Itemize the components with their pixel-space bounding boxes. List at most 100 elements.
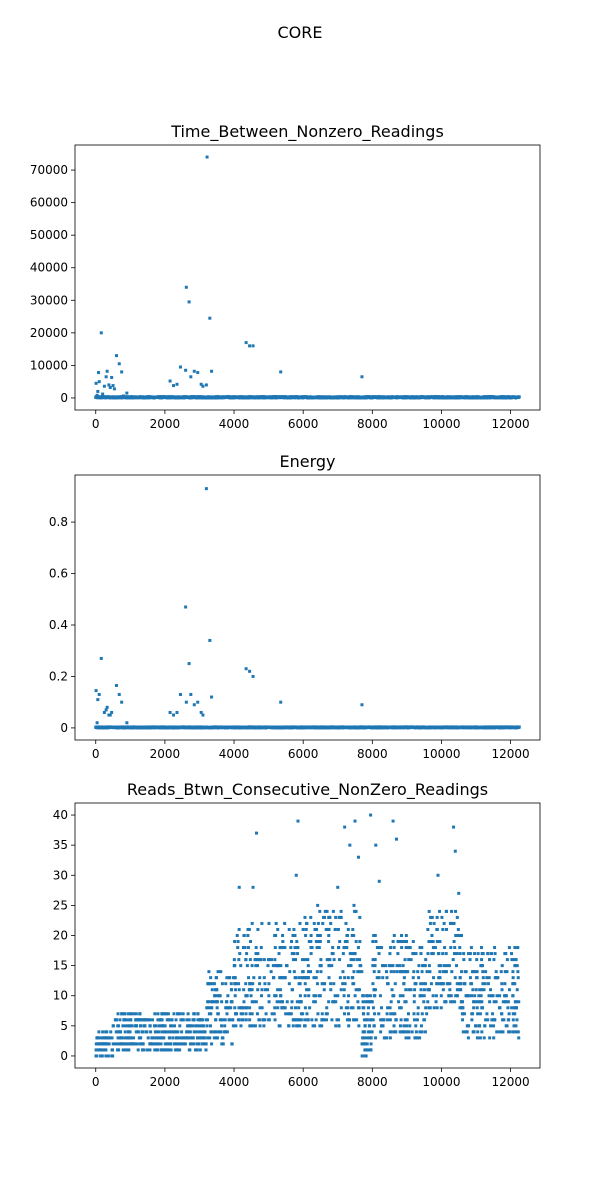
trend-point [295, 940, 299, 944]
trend-point [233, 1006, 237, 1010]
trend-point [475, 1006, 479, 1010]
trend-point [278, 946, 282, 950]
trend-point [295, 1000, 299, 1004]
trend-point [402, 1024, 406, 1028]
trend-point [285, 1000, 289, 1004]
trend-point [319, 964, 323, 968]
trend-point [400, 946, 404, 950]
trend-point [259, 946, 263, 950]
trend-point [123, 1024, 127, 1028]
trend-point [260, 988, 264, 992]
x-tick-label: 10000 [422, 417, 460, 431]
trend-point [323, 915, 327, 919]
trend-point [290, 1000, 294, 1004]
trend-point [176, 1030, 180, 1034]
trend-point [412, 970, 416, 974]
axes-frame [74, 144, 541, 411]
trend-point [281, 940, 285, 944]
trend-point [254, 946, 258, 950]
trend-point [143, 1018, 147, 1022]
outlier-point [255, 831, 259, 835]
trend-point [363, 1048, 367, 1052]
trend-point [175, 1048, 179, 1052]
trend-point [283, 946, 287, 950]
trend-point [239, 1012, 243, 1016]
trend-point [276, 1006, 280, 1010]
trend-point [201, 1036, 205, 1040]
trend-point [185, 1030, 189, 1034]
outlier-point [101, 392, 105, 396]
trend-point [196, 1024, 200, 1028]
trend-point [141, 1048, 145, 1052]
trend-point [476, 1030, 480, 1034]
trend-point [259, 958, 263, 962]
trend-point [100, 1042, 104, 1046]
trend-point [104, 1054, 108, 1058]
trend-point [162, 1036, 166, 1040]
trend-point [487, 994, 491, 998]
trend-point [447, 964, 451, 968]
trend-point [204, 1048, 208, 1052]
trend-point [116, 1036, 120, 1040]
trend-point [399, 970, 403, 974]
trend-point [290, 940, 294, 944]
trend-point [290, 952, 294, 956]
x-tick-label: 2000 [150, 417, 181, 431]
trend-point [123, 1030, 127, 1034]
trend-point [498, 1030, 502, 1034]
trend-point [493, 1018, 497, 1022]
trend-point [476, 952, 480, 956]
trend-point [233, 994, 237, 998]
trend-point [135, 1018, 139, 1022]
trend-point [133, 1024, 137, 1028]
trend-point [204, 1042, 208, 1046]
trend-point [434, 994, 438, 998]
trend-point [174, 1018, 178, 1022]
trend-point [401, 964, 405, 968]
trend-point [162, 1012, 166, 1016]
trend-point [231, 1024, 235, 1028]
trend-point [301, 927, 305, 931]
trend-point [510, 958, 514, 962]
trend-point [247, 976, 251, 980]
trend-point [492, 1000, 496, 1004]
outlier-point [102, 384, 106, 388]
trend-point [271, 976, 275, 980]
y-tick-label: 50000 [30, 228, 68, 242]
trend-point [482, 988, 486, 992]
trend-point [173, 1030, 177, 1034]
trend-point [206, 1036, 210, 1040]
trend-point [498, 994, 502, 998]
trend-point [251, 982, 255, 986]
trend-point [371, 982, 375, 986]
outlier-point [208, 638, 212, 642]
trend-point [444, 909, 448, 913]
trend-point [366, 1006, 370, 1010]
trend-point [233, 982, 237, 986]
trend-point [130, 1024, 134, 1028]
trend-point [414, 1030, 418, 1034]
trend-point [254, 964, 258, 968]
trend-point [332, 982, 336, 986]
trend-point [446, 982, 450, 986]
trend-point [517, 1036, 521, 1040]
trend-point [132, 1012, 136, 1016]
trend-point [426, 952, 430, 956]
trend-point [495, 1030, 499, 1034]
trend-point [158, 1018, 162, 1022]
trend-point [327, 934, 331, 937]
trend-point [153, 1030, 157, 1034]
trend-point [307, 940, 311, 944]
trend-point [314, 976, 318, 980]
trend-point [249, 982, 253, 986]
trend-point [246, 934, 250, 937]
outlier-point [204, 383, 208, 387]
trend-point [283, 976, 287, 980]
trend-point [250, 1012, 254, 1016]
outlier-point [97, 692, 101, 696]
trend-point [267, 921, 271, 925]
trend-point [106, 1036, 110, 1040]
trend-point [131, 1042, 135, 1046]
trend-point [214, 1000, 218, 1004]
trend-point [104, 1048, 108, 1052]
